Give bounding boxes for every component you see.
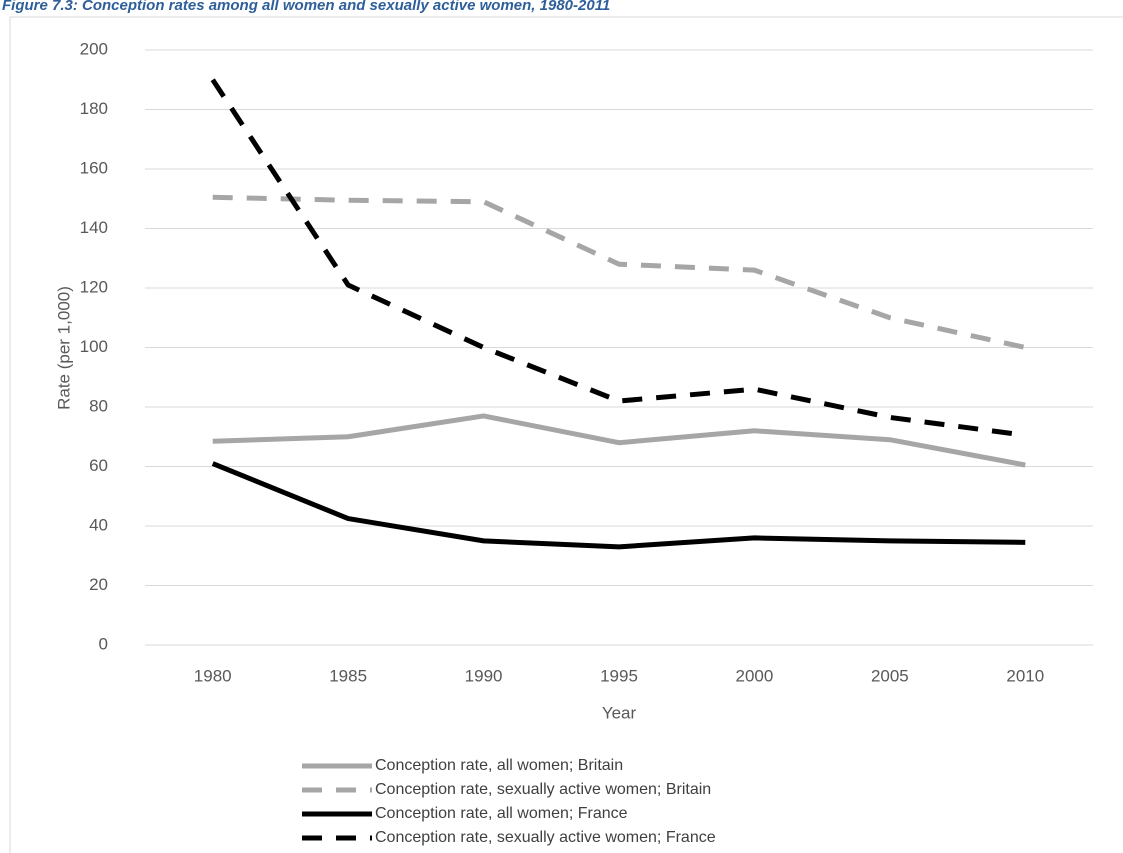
y-tick-label: 160 (80, 158, 108, 177)
y-tick-label: 20 (89, 575, 108, 594)
y-tick-label: 100 (80, 337, 108, 356)
legend-label: Conception rate, sexually active women; … (375, 781, 711, 798)
x-tick-label: 2010 (1006, 666, 1044, 685)
y-axis-label: Rate (per 1,000) (54, 286, 73, 410)
y-tick-label: 200 (80, 39, 108, 58)
y-tick-label: 60 (89, 456, 108, 475)
y-tick-label: 140 (80, 218, 108, 237)
legend-label: Conception rate, sexually active women; … (375, 829, 716, 846)
y-tick-label: 120 (80, 277, 108, 296)
x-tick-label: 1995 (600, 666, 638, 685)
y-tick-label: 80 (89, 396, 108, 415)
y-tick-label: 40 (89, 515, 108, 534)
series-line (210, 78, 1026, 438)
legend-label: Conception rate, all women; France (375, 805, 628, 822)
legend-label: Conception rate, all women; Britain (375, 757, 623, 774)
series-line (211, 461, 1026, 550)
x-tick-label: 1990 (465, 666, 503, 685)
x-axis-label: Year (602, 703, 637, 722)
series-line (212, 413, 1026, 468)
x-tick-label: 2005 (871, 666, 909, 685)
x-tick-label: 2000 (736, 666, 774, 685)
y-tick-label: 0 (99, 634, 108, 653)
chart-title: Figure 7.3: Conception rates among all w… (2, 0, 610, 14)
x-tick-label: 1985 (329, 666, 367, 685)
x-tick-label: 1980 (194, 666, 232, 685)
y-tick-label: 180 (80, 99, 108, 118)
series-line (212, 194, 1026, 350)
